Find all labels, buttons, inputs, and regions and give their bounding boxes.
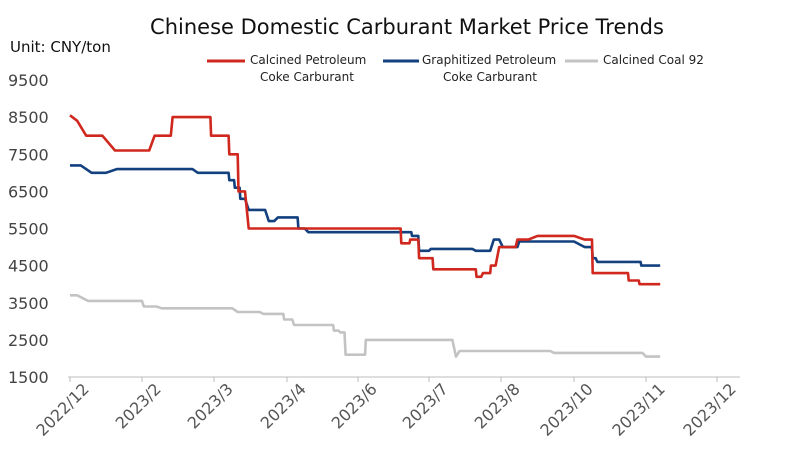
legend-item-calcined-coal: Calcined Coal 92	[565, 53, 704, 67]
legend-label-calcined-petroleum-1: Calcined Petroleum	[250, 53, 366, 67]
legend-label-graphitized-petroleum-1: Graphitized Petroleum	[422, 53, 556, 67]
x-tick-label: 2023/10	[536, 379, 596, 439]
series-line-calcined-petroleum-coke-carburant	[69, 114, 661, 286]
y-tick-label: 8500	[8, 108, 49, 127]
x-tick-label: 2023/11	[608, 379, 668, 439]
y-tick-label: 2500	[8, 331, 49, 350]
y-tick-label: 7500	[8, 145, 49, 164]
y-tick-label: 4500	[8, 257, 49, 276]
series-lines	[69, 114, 661, 358]
x-tick-label: 2023/7	[399, 379, 452, 432]
legend-item-graphitized-petroleum: Graphitized Petroleum Coke Carburant	[383, 53, 556, 84]
legend: Calcined Petroleum Coke Carburant Graphi…	[207, 53, 704, 84]
x-tick-label: 2022/12	[32, 379, 92, 439]
series-line-calcined-coal-92	[70, 293, 661, 358]
x-tick-label: 2023/6	[328, 379, 381, 432]
legend-item-calcined-petroleum: Calcined Petroleum Coke Carburant	[207, 53, 366, 84]
y-tick-label: 6500	[8, 182, 49, 201]
x-tick-label: 2023/2	[112, 379, 165, 432]
y-tick-label: 1500	[8, 368, 49, 387]
x-tick-label: 2023/3	[184, 379, 237, 432]
x-tick-label: 2023/8	[471, 379, 524, 432]
legend-label-calcined-coal: Calcined Coal 92	[603, 53, 704, 67]
legend-label-calcined-petroleum-2: Coke Carburant	[260, 70, 354, 84]
y-axis-ticks: 9500 8500 7500 6500 5500 4500 3500 2500 1500	[8, 71, 49, 387]
unit-label: Unit: CNY/ton	[10, 38, 111, 56]
y-tick-label: 9500	[8, 71, 49, 90]
y-tick-label: 5500	[8, 220, 49, 239]
series-line-graphitized-petroleum-coke-carburant	[70, 164, 661, 267]
legend-label-graphitized-petroleum-2: Coke Carburant	[443, 70, 537, 84]
x-axis-ticks: 2022/12 2023/2 2023/3 2023/4 2023/6 2023/7 202…	[32, 377, 740, 440]
x-tick-label: 2023/4	[257, 379, 310, 432]
chart-title: Chinese Domestic Carburant Market Price …	[150, 15, 664, 39]
x-tick-label: 2023/12	[679, 379, 739, 439]
y-tick-label: 3500	[8, 294, 49, 313]
